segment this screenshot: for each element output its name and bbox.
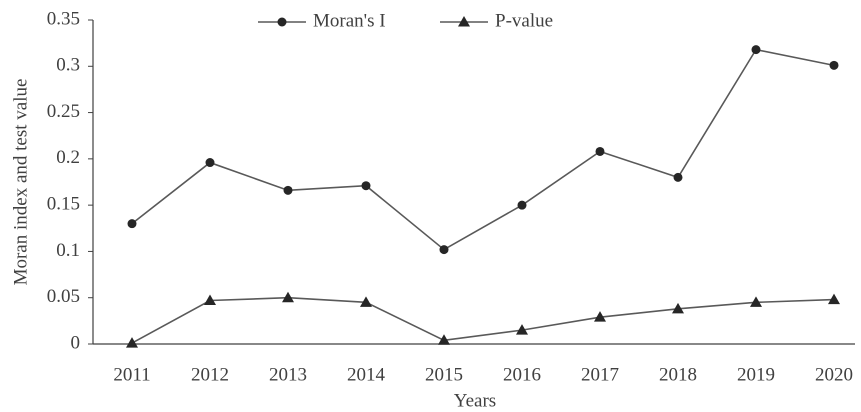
data-point	[517, 200, 527, 210]
y-tick-label: 0.05	[47, 286, 80, 307]
data-point	[204, 294, 216, 305]
y-axis-title: Moran index and test value	[10, 79, 31, 286]
data-point	[516, 324, 528, 335]
y-tick-label: 0.15	[47, 194, 80, 215]
x-tick-label: 2015	[425, 364, 463, 385]
x-tick-label: 2012	[191, 364, 229, 385]
x-tick-label: 2017	[581, 364, 619, 385]
data-point	[361, 181, 371, 191]
data-point	[439, 245, 449, 255]
x-tick-label: 2014	[347, 364, 386, 385]
x-tick-label: 2011	[113, 364, 150, 385]
x-tick-label: 2020	[815, 364, 853, 385]
y-tick-label: 0.2	[56, 147, 80, 168]
data-point	[829, 60, 839, 70]
data-point	[438, 334, 450, 345]
data-point	[673, 172, 683, 182]
series-line	[131, 48, 835, 251]
x-axis-title: Years	[454, 390, 496, 411]
y-tick-label: 0.1	[56, 240, 80, 261]
data-point	[750, 296, 762, 307]
data-point	[672, 302, 684, 314]
x-tick-label: 2019	[737, 364, 775, 385]
data-point	[127, 219, 137, 229]
y-tick-label: 0.35	[47, 8, 80, 29]
data-point	[205, 158, 215, 168]
x-tick-label: 2013	[269, 364, 307, 385]
legend-label: P-value	[495, 10, 553, 31]
legend-marker	[458, 16, 470, 27]
data-point	[360, 296, 372, 307]
data-point	[126, 337, 138, 348]
x-tick-label: 2016	[503, 364, 541, 385]
data-point	[751, 45, 761, 55]
data-point	[594, 311, 606, 322]
x-tick-label: 2018	[659, 364, 697, 385]
y-tick-label: 0	[71, 332, 81, 353]
data-point	[282, 291, 294, 303]
data-point	[828, 293, 840, 305]
y-tick-label: 0.25	[47, 101, 80, 122]
y-tick-label: 0.3	[56, 55, 80, 76]
legend-marker	[277, 17, 287, 27]
series-line	[131, 296, 835, 344]
legend-label: Moran's I	[313, 10, 386, 31]
data-point	[283, 185, 293, 195]
data-point	[595, 146, 605, 156]
